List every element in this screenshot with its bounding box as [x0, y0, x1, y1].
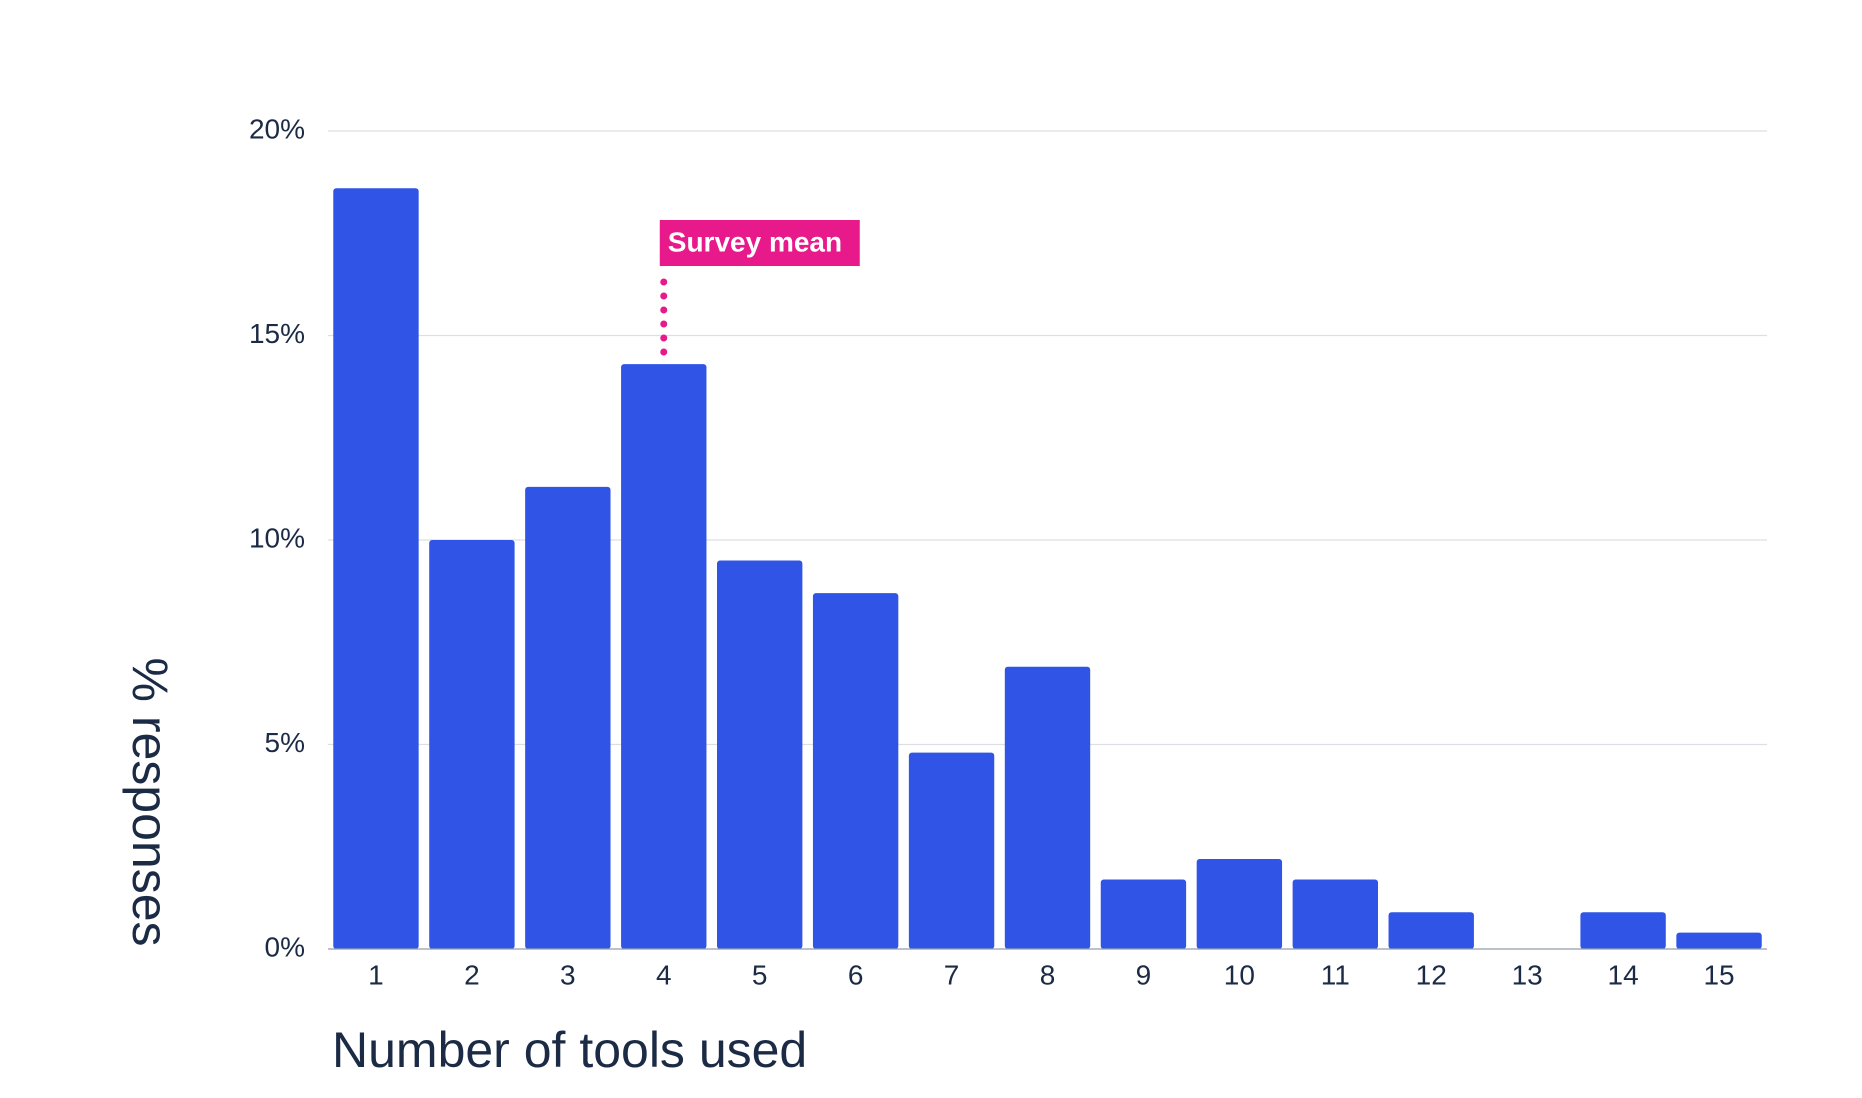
annotation-label: Survey mean [668, 226, 842, 257]
x-tick-label: 11 [1321, 959, 1350, 990]
bar [333, 188, 419, 949]
bar [1676, 932, 1762, 949]
x-tick-label: 14 [1608, 959, 1639, 990]
bar [1100, 879, 1187, 949]
x-tick-label: 1 [368, 959, 384, 990]
x-tick-label: 5 [752, 959, 768, 990]
bar [1292, 879, 1378, 949]
bar [525, 486, 611, 949]
x-tick-label: 7 [944, 959, 960, 990]
bar [812, 593, 899, 949]
bar [717, 560, 803, 949]
x-tick-label: 12 [1416, 959, 1447, 990]
x-tick-label: 13 [1512, 959, 1543, 990]
bar [1196, 859, 1283, 949]
annotation-box [659, 220, 860, 266]
x-axis-title: Number of tools used [332, 1022, 807, 1078]
x-tick-label: 8 [1040, 959, 1056, 990]
y-tick-label: 10% [249, 522, 305, 553]
x-tick-label: 15 [1703, 959, 1734, 990]
bar [1388, 912, 1474, 949]
bar [1004, 666, 1091, 949]
x-tick-label: 4 [656, 959, 672, 990]
bar [429, 540, 515, 949]
x-tick-label: 6 [848, 959, 864, 990]
y-axis-title: % responses [122, 657, 178, 946]
bar [1580, 912, 1666, 949]
x-tick-label: 3 [560, 959, 576, 990]
x-tick-label: 2 [464, 959, 480, 990]
y-tick-label: 15% [249, 318, 305, 349]
y-tick-label: 0% [265, 931, 305, 962]
x-tick-label: 9 [1136, 959, 1152, 990]
bar [621, 364, 707, 949]
y-tick-label: 5% [265, 727, 305, 758]
y-tick-label: 20% [249, 113, 305, 144]
x-tick-label: 10 [1224, 959, 1255, 990]
bar [908, 752, 995, 949]
